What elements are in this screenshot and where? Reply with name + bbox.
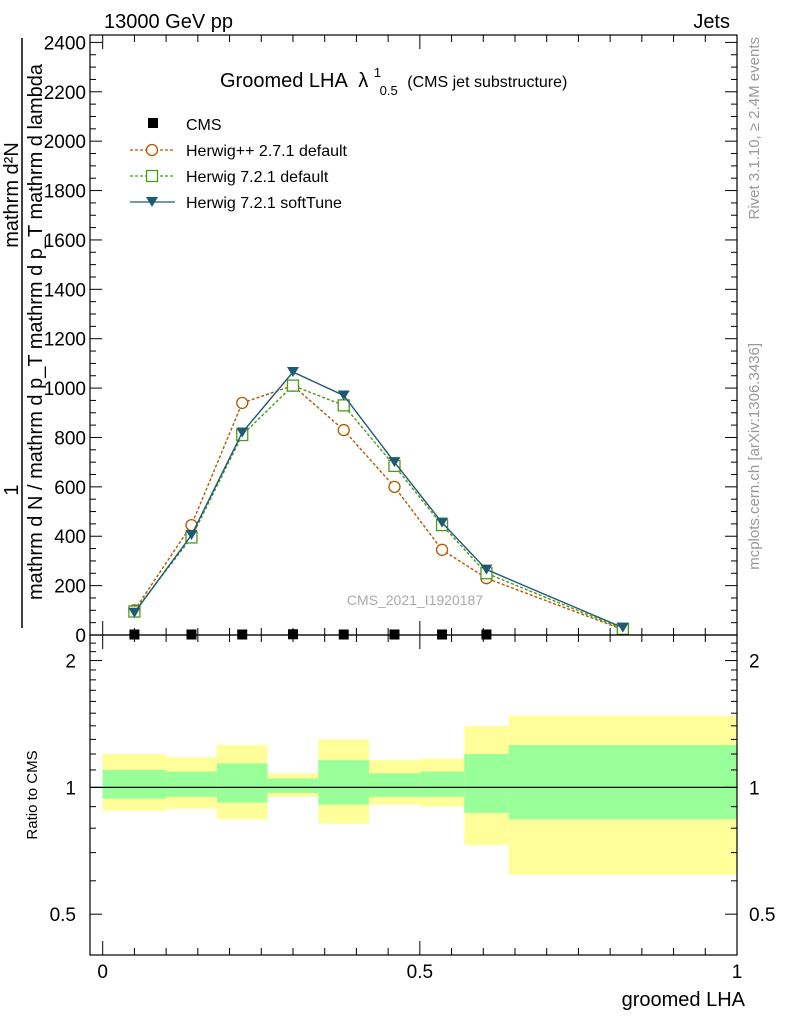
main-ytick-label: 400 <box>54 527 86 548</box>
title-sup: 1 <box>374 65 381 80</box>
legend-herwig-soft-label: Herwig 7.2.1 softTune <box>186 195 342 212</box>
ratio-band-inner <box>216 763 268 803</box>
data-point-series-2 <box>286 379 300 392</box>
ratio-frame <box>89 634 738 956</box>
rivet-label: Rivet 3.1.10, ≥ 2.4M events <box>746 37 763 220</box>
data-point-series-3 <box>185 530 198 540</box>
series-line-2 <box>133 384 624 630</box>
ratio-ytick-label: 2 <box>65 652 76 673</box>
main-ytick-label: 1200 <box>44 330 86 351</box>
ratio-panel: 0.5 0.5 1 1 2 2 0 0.5 1 Ratio to CMS groomed LH… <box>24 634 775 1011</box>
ratio-band-inner <box>318 760 370 805</box>
series-line-3 <box>133 371 624 629</box>
legend-herwigpp-marker <box>130 143 175 157</box>
title-symbol: λ <box>358 70 368 92</box>
data-point-series-1 <box>388 480 401 494</box>
chart-title: Groomed LHA λ 1 0.5 (CMS jet substructur… <box>220 60 567 100</box>
main-ytick-label: 2000 <box>44 132 86 153</box>
main-y-label: 1 mathrm d²N mathrm d N / mathrm d p_T m… <box>1 38 47 628</box>
watermark: CMS_2021_I1920187 <box>347 592 483 608</box>
data-point-series-3 <box>286 367 299 378</box>
data-point-series-3 <box>337 390 350 401</box>
main-ytick-label: 800 <box>54 428 86 449</box>
legend-herwig-soft-marker <box>130 197 175 207</box>
legend-cms-label: CMS <box>186 117 222 134</box>
mcplots-label: mcplots.cern.ch [arXiv:1306.3436] <box>746 343 763 570</box>
ratio-band-inner <box>508 745 737 820</box>
title-note: (CMS jet substructure) <box>407 74 567 91</box>
main-ytick-label: 1800 <box>44 182 86 203</box>
ratio-band-inner <box>166 771 217 797</box>
ylabel-denominator: mathrm d N / mathrm d p_T mathrm d p_T m… <box>25 63 47 600</box>
data-point-series-3 <box>436 517 449 528</box>
ylabel-numerator: mathrm d²N <box>1 142 23 248</box>
title-main: Groomed LHA <box>220 70 348 92</box>
main-ytick-label: 200 <box>54 577 86 598</box>
xtick-label: 1 <box>732 962 743 983</box>
main-ytick-label: 1600 <box>44 231 86 252</box>
ratio-ytick-label: 0.5 <box>50 905 76 926</box>
ratio-ytick-label-right: 0.5 <box>749 905 775 926</box>
ratio-band-inner <box>102 769 167 799</box>
data-point-series-3 <box>236 427 249 438</box>
ratio-y-label: Ratio to CMS <box>24 750 41 839</box>
ratio-ytick-label-right: 2 <box>749 652 760 673</box>
data-point-series-0 <box>287 629 298 640</box>
data-point-series-1 <box>337 423 350 437</box>
main-ytick-label: 600 <box>54 478 86 499</box>
ratio-band-inner <box>369 773 420 797</box>
main-ytick-label: 1000 <box>44 379 86 400</box>
title-sub: 0.5 <box>380 83 398 98</box>
data-point-series-3 <box>480 564 493 575</box>
header-left: 13000 GeV pp <box>104 11 233 33</box>
main-ytick-label: 2400 <box>44 33 86 54</box>
ratio-band-inner <box>419 771 465 797</box>
legend: CMS Herwig++ 2.7.1 default Herwig 7.2.1 … <box>130 117 348 212</box>
legend-herwig-default-marker <box>130 169 175 183</box>
ratio-ytick-label-right: 1 <box>749 778 760 799</box>
main-ytick-label: 2200 <box>44 83 86 104</box>
data-point-series-3 <box>128 607 141 618</box>
legend-herwig-default-label: Herwig 7.2.1 default <box>186 169 329 186</box>
data-point-series-3 <box>616 622 629 633</box>
xtick-label: 0 <box>97 962 108 983</box>
data-point-series-3 <box>388 457 401 468</box>
ratio-band-inner <box>267 778 319 793</box>
legend-cms-marker <box>148 118 158 128</box>
main-ytick-label: 1400 <box>44 280 86 301</box>
data-point-series-1 <box>435 543 449 556</box>
ratio-ytick-label: 1 <box>65 778 76 799</box>
legend-herwigpp-label: Herwig++ 2.7.1 default <box>186 143 348 160</box>
xtick-label: 0.5 <box>407 962 433 983</box>
x-axis-label: groomed LHA <box>622 989 746 1011</box>
data-point-series-1 <box>236 396 249 410</box>
header-right: Jets <box>693 11 730 33</box>
main-ytick-label: 0 <box>75 626 86 647</box>
ratio-band-inner <box>464 754 509 813</box>
main-panel: CMS_2021_I1920187 Groomed LHA λ 1 0.5 (C… <box>1 33 738 647</box>
ylabel-top: 1 <box>1 484 23 495</box>
